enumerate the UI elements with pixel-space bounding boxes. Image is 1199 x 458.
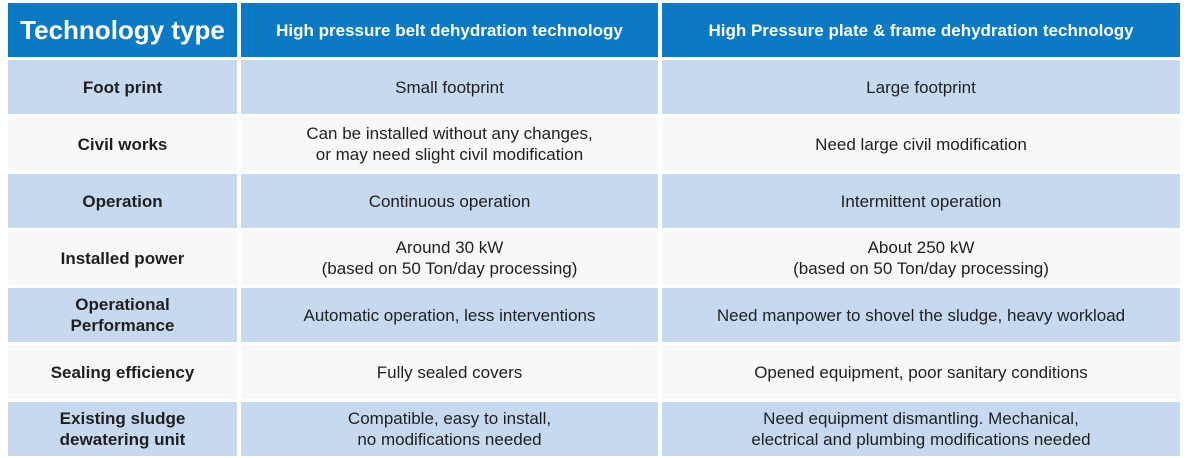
cell-sealing-efficiency-belt: Fully sealed covers	[241, 345, 658, 399]
technology-comparison-table: Technology type High pressure belt dehyd…	[8, 3, 1180, 456]
row-label-sealing-efficiency: Sealing efficiency	[8, 345, 237, 399]
cell-foot-print-belt: Small footprint	[241, 60, 658, 114]
cell-operational-performance-belt: Automatic operation, less interventions	[241, 288, 658, 342]
cell-sealing-efficiency-plate: Opened equipment, poor sanitary conditio…	[662, 345, 1180, 399]
cell-civil-works-belt: Can be installed without any changes, or…	[241, 117, 658, 171]
cell-operational-performance-plate: Need manpower to shovel the sludge, heav…	[662, 288, 1180, 342]
cell-existing-sludge-belt: Compatible, easy to install, no modifica…	[241, 402, 658, 456]
header-belt-technology: High pressure belt dehydration technolog…	[241, 3, 658, 57]
row-label-foot-print: Foot print	[8, 60, 237, 114]
cell-existing-sludge-plate: Need equipment dismantling. Mechanical, …	[662, 402, 1180, 456]
row-label-installed-power: Installed power	[8, 231, 237, 285]
row-label-operation: Operation	[8, 174, 237, 228]
header-technology-type: Technology type	[8, 3, 237, 57]
cell-foot-print-plate: Large footprint	[662, 60, 1180, 114]
cell-operation-belt: Continuous operation	[241, 174, 658, 228]
cell-installed-power-belt: Around 30 kW (based on 50 Ton/day proces…	[241, 231, 658, 285]
row-label-civil-works: Civil works	[8, 117, 237, 171]
cell-operation-plate: Intermittent operation	[662, 174, 1180, 228]
header-plate-frame-technology: High Pressure plate & frame dehydration …	[662, 3, 1180, 57]
row-label-operational-performance: Operational Performance	[8, 288, 237, 342]
row-label-existing-sludge-dewatering-unit: Existing sludge dewatering unit	[8, 402, 237, 456]
cell-installed-power-plate: About 250 kW (based on 50 Ton/day proces…	[662, 231, 1180, 285]
cell-civil-works-plate: Need large civil modification	[662, 117, 1180, 171]
